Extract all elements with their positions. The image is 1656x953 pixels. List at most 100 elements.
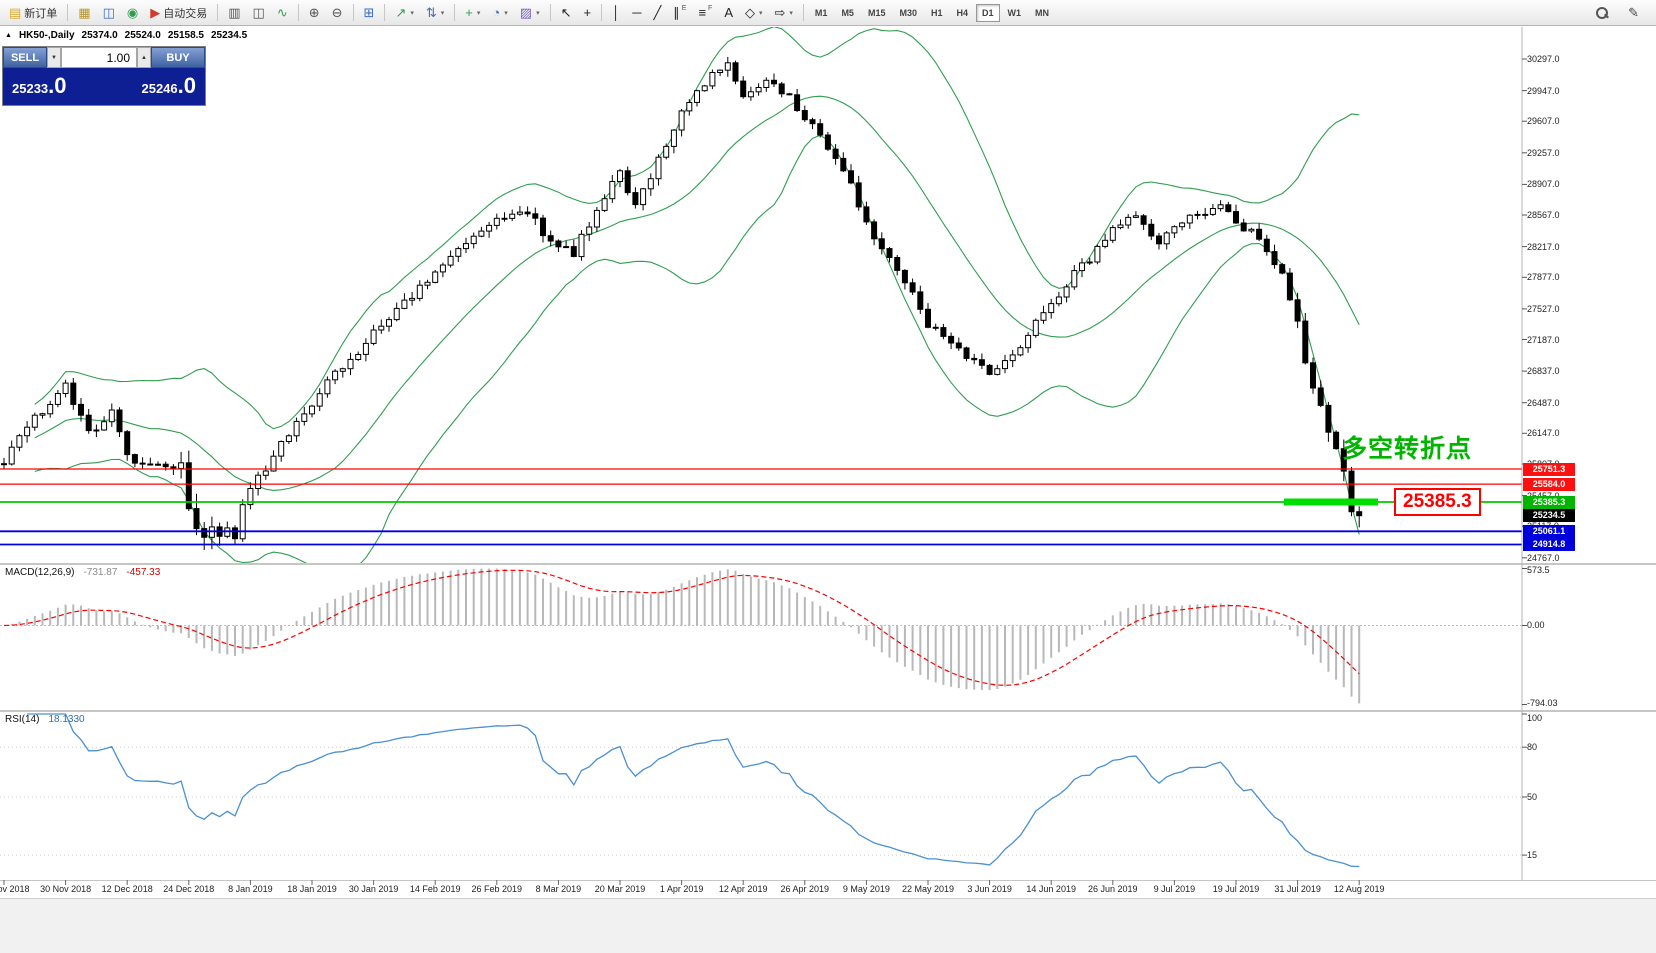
arrows-tool-dropdown-icon: ▾ bbox=[789, 9, 793, 17]
timeframe-M1[interactable]: M1 bbox=[814, 7, 828, 18]
order-controls-row: SELL ▼ 1.00 ▲ BUY bbox=[3, 47, 205, 68]
market-watch-icon[interactable]: ◫ bbox=[98, 2, 120, 23]
macd-plot bbox=[0, 568, 1522, 704]
timeframe-M30[interactable]: M30 bbox=[899, 7, 917, 18]
equidistant-channel-tool-icon[interactable]: ∥ E bbox=[668, 2, 691, 23]
timeframe-M5[interactable]: M5 bbox=[841, 7, 854, 18]
sell-price: 25233.0 bbox=[12, 75, 67, 98]
quote-prices-row: 25233.0 25246.0 bbox=[3, 68, 205, 105]
macd-title: MACD(12,26,9) bbox=[5, 567, 75, 578]
timeframe-W1[interactable]: W1 bbox=[1007, 7, 1022, 18]
toolbar-separator bbox=[67, 4, 69, 21]
turning-point-annotation: 多空转折点 bbox=[1342, 435, 1473, 463]
charts-window-icon[interactable]: ▦ bbox=[73, 2, 95, 23]
timeframe-H1[interactable]: H1 bbox=[930, 7, 943, 18]
rsi-indicator-label: RSI(14) 18.1330 bbox=[5, 714, 85, 725]
timeframe-D1[interactable]: D1 bbox=[976, 3, 1000, 22]
search-icon[interactable] bbox=[1591, 2, 1613, 23]
text-tool-glyph-icon: A bbox=[724, 5, 733, 20]
fibonacci-tool-badge: F bbox=[708, 5, 713, 12]
low-value: 25158.5 bbox=[167, 30, 204, 41]
auto-trading-label: 自动交易 bbox=[163, 7, 208, 20]
shapes-tool-glyph-icon: ◇ bbox=[744, 5, 755, 20]
rsi-panel-divider[interactable] bbox=[0, 710, 1656, 712]
toolbar-separator bbox=[217, 4, 219, 21]
timeframe-M15[interactable]: M15 bbox=[867, 7, 886, 18]
bollinger-upper-band bbox=[34, 27, 1360, 430]
cursor-glyph-icon: ↖ bbox=[560, 5, 572, 20]
tile-windows-glyph-icon: ⊞ bbox=[363, 5, 375, 20]
indicators-dropdown-icon: ▾ bbox=[410, 9, 414, 17]
buy-button[interactable]: BUY bbox=[151, 47, 205, 68]
navigator-icon[interactable]: ◉ bbox=[122, 2, 143, 23]
line-chart-mode-glyph-icon: ∿ bbox=[276, 5, 288, 20]
toolbar-right-icons: ✎ bbox=[1590, 2, 1653, 23]
volume-increment-button[interactable]: ▲ bbox=[137, 47, 151, 68]
key-level-callout: 25385.3 bbox=[1394, 488, 1481, 516]
chart-ohlc-readout: ▲ HK50-,Daily 25374.0 25524.0 25158.5 25… bbox=[5, 30, 247, 41]
auto-trading-glyph-icon: ▶ bbox=[150, 5, 161, 20]
fibonacci-tool-icon[interactable]: ≡ F bbox=[693, 2, 717, 23]
macd-signal-line bbox=[3, 569, 1360, 686]
crosshair-glyph-icon: + bbox=[583, 5, 592, 20]
cursor-icon[interactable]: ↖ bbox=[556, 2, 577, 23]
macd-panel-divider[interactable] bbox=[0, 563, 1656, 565]
chart-period-icon[interactable]: ◔ ▾ bbox=[487, 2, 512, 23]
new-order-glyph-icon: ▤ bbox=[9, 5, 22, 20]
sell-button[interactable]: SELL bbox=[3, 47, 47, 68]
macd-signal-value: -457.33 bbox=[126, 567, 161, 578]
shapes-tool-icon[interactable]: ◇ ▾ bbox=[740, 2, 768, 23]
toolbar-separator bbox=[802, 4, 804, 21]
time-axis-divider bbox=[0, 880, 1656, 881]
timeframe-H4[interactable]: H4 bbox=[956, 7, 969, 18]
trendline-tool-icon[interactable]: ╱ bbox=[648, 2, 666, 23]
candlestick-mode-icon[interactable]: ◫ bbox=[248, 2, 270, 23]
timeframe-MN[interactable]: MN bbox=[1035, 7, 1050, 18]
chart-marker-icon: ▲ bbox=[5, 32, 12, 39]
equidistant-channel-tool-glyph-icon: ∥ bbox=[673, 5, 680, 20]
chart-template-icon[interactable]: ▨ ▾ bbox=[515, 2, 545, 23]
volume-decrement-button[interactable]: ▼ bbox=[47, 47, 61, 68]
bar-chart-mode-glyph-icon: ▥ bbox=[228, 5, 241, 20]
toolbar-separator bbox=[454, 4, 456, 21]
horizontal-line-tool-icon[interactable]: ─ bbox=[627, 2, 646, 23]
main-chart-plot bbox=[1, 27, 1363, 563]
indicators-glyph-icon: ↗ bbox=[395, 5, 407, 20]
new-order-button[interactable]: ▤ 新订单 bbox=[4, 2, 62, 23]
horizontal-line-tool-glyph-icon: ─ bbox=[632, 5, 642, 20]
fibonacci-tool-glyph-icon: ≡ bbox=[698, 5, 707, 20]
rsi-line bbox=[27, 713, 1360, 868]
indicators-icon[interactable]: ↗ ▾ bbox=[390, 2, 418, 23]
line-chart-mode-icon[interactable]: ∿ bbox=[272, 2, 293, 23]
crosshair-icon[interactable]: + bbox=[579, 2, 597, 23]
volume-input[interactable]: 1.00 bbox=[61, 47, 137, 68]
zoom-out-icon[interactable]: ⊖ bbox=[327, 2, 348, 23]
search-icon bbox=[1596, 6, 1609, 19]
objects-dropdown-icon: ▾ bbox=[440, 9, 445, 17]
bar-chart-mode-icon[interactable]: ▥ bbox=[223, 2, 245, 23]
new-chart-icon[interactable]: + ▾ bbox=[460, 2, 485, 23]
new-order-label: 新订单 bbox=[24, 7, 58, 20]
vertical-line-tool-icon[interactable]: │ bbox=[607, 2, 625, 23]
macd-histogram bbox=[10, 568, 1361, 704]
text-tool-icon[interactable]: A bbox=[719, 2, 738, 23]
tile-windows-icon[interactable]: ⊞ bbox=[359, 2, 380, 23]
close-value: 25234.5 bbox=[210, 30, 248, 41]
sell-price-int: 25233 bbox=[12, 81, 49, 96]
chart-period-dropdown-icon: ▾ bbox=[504, 9, 508, 17]
chart-template-dropdown-icon: ▾ bbox=[536, 9, 540, 17]
new-chart-glyph-icon: + bbox=[465, 5, 473, 20]
quick-edit-icon[interactable]: ✎ bbox=[1623, 2, 1644, 23]
auto-trading-button[interactable]: ▶ 自动交易 bbox=[145, 2, 212, 23]
toolbar-separator bbox=[384, 4, 386, 21]
charts-window-glyph-icon: ▦ bbox=[78, 5, 91, 20]
objects-icon[interactable]: ⇅ ▾ bbox=[421, 2, 449, 23]
zoom-in-icon[interactable]: ⊕ bbox=[304, 2, 325, 23]
toolbar-separator bbox=[549, 4, 551, 21]
key-level-highlight bbox=[1284, 498, 1378, 506]
one-click-trading-panel: SELL ▼ 1.00 ▲ BUY 25233.0 25246.0 bbox=[2, 46, 206, 106]
navigator-glyph-icon: ◉ bbox=[126, 5, 139, 20]
arrows-tool-icon[interactable]: ⇨ ▾ bbox=[770, 2, 798, 23]
